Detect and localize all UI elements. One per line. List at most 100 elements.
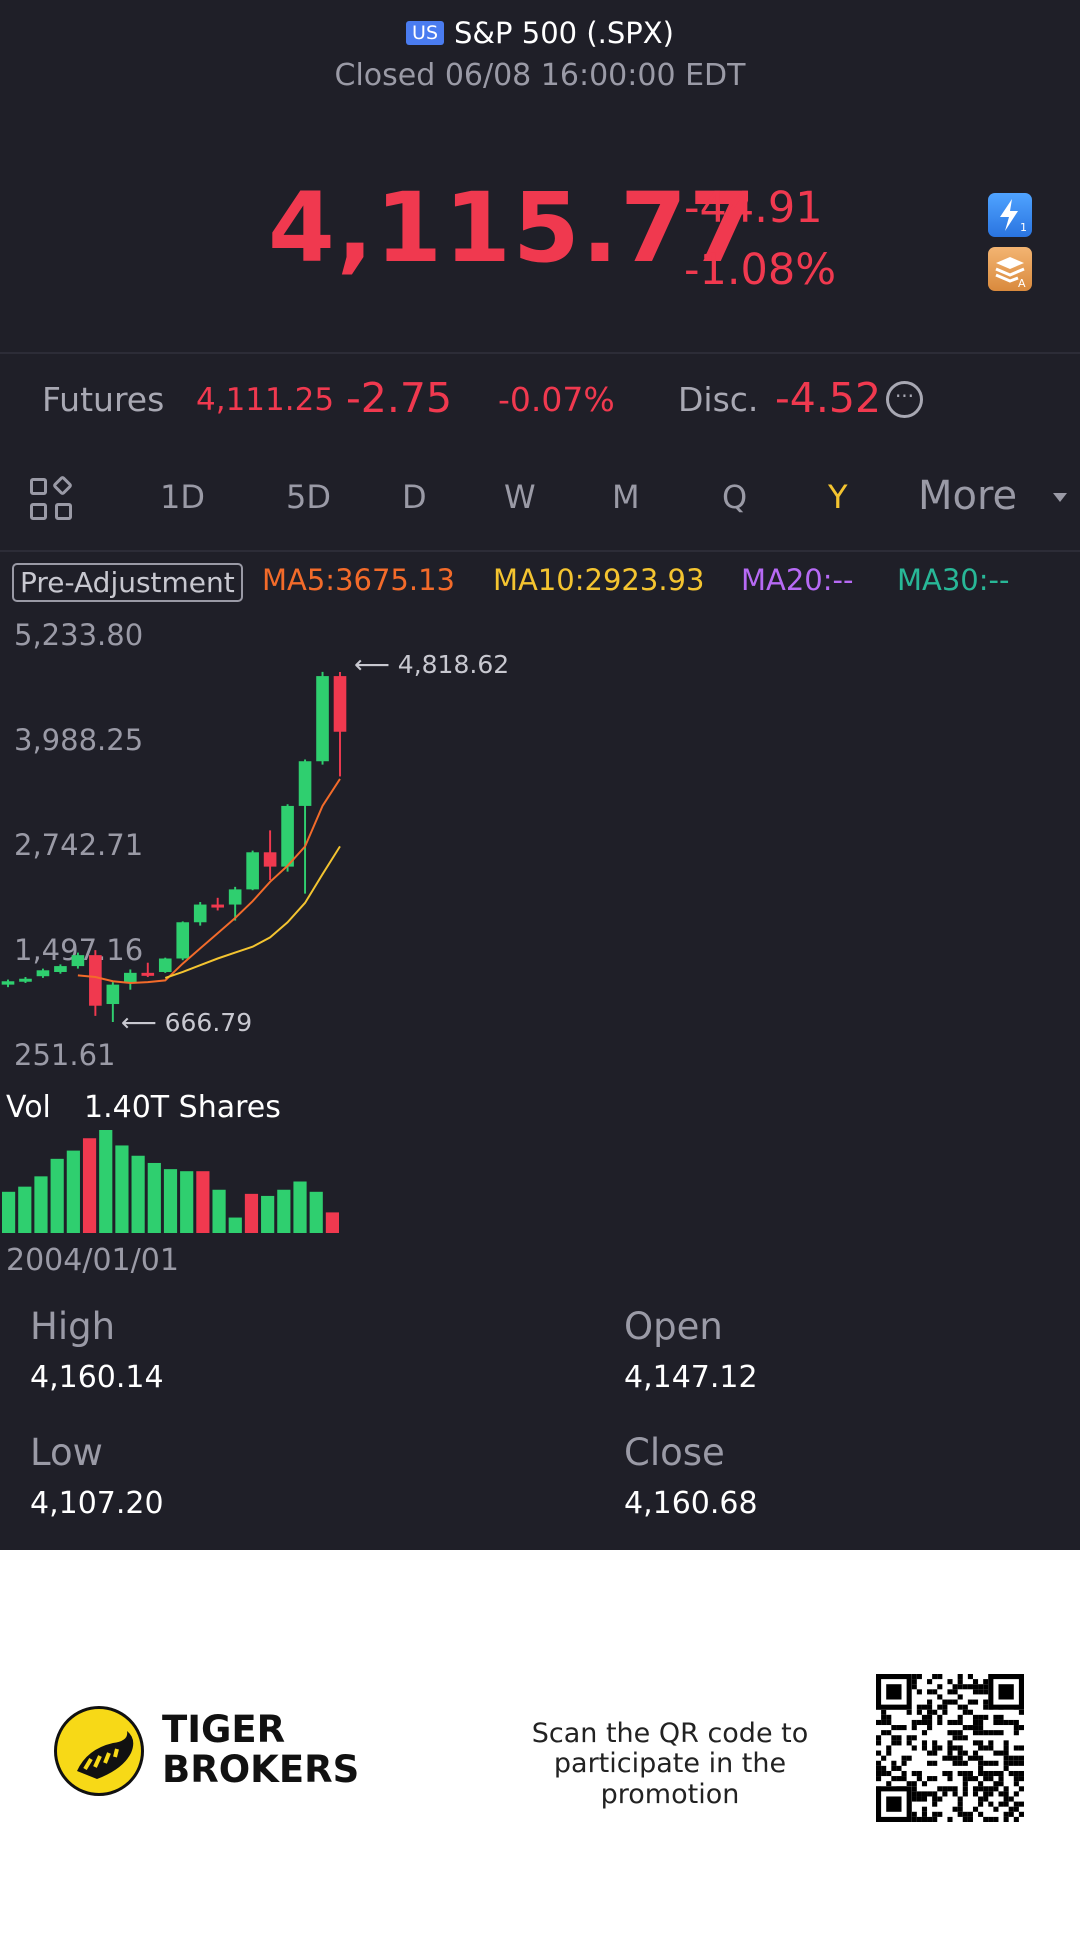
high-marker: ⟵ 4,818.62: [354, 650, 509, 679]
ma5-line: [77, 778, 341, 984]
volume-label: Vol: [6, 1090, 51, 1125]
market-badge: US: [406, 21, 445, 45]
price-change-percent: -1.08%: [684, 245, 837, 295]
close-label: Close: [624, 1431, 725, 1474]
volume-bar: [34, 1176, 48, 1233]
stock-name: S&P 500 (.SPX): [454, 16, 674, 50]
futures-change-percent: -0.07%: [498, 380, 615, 419]
close-value: 4,160.68: [624, 1486, 758, 1521]
candle-body: [124, 972, 137, 983]
futures-label: Futures: [42, 380, 165, 419]
candle-body: [71, 955, 85, 967]
volume-bar: [99, 1130, 113, 1233]
candle-body: [158, 958, 172, 972]
candle-body: [1, 981, 15, 985]
volume-bar: [163, 1169, 178, 1233]
market-status: Closed 06/08 16:00:00 EDT: [334, 58, 746, 93]
divider: [0, 550, 1080, 552]
tab-y[interactable]: Y: [828, 478, 848, 516]
candle-body: [36, 970, 50, 977]
ma10-value: MA10:2923.93: [493, 563, 705, 597]
candle-body: [89, 955, 102, 1006]
flash-icon[interactable]: 1: [988, 193, 1032, 237]
candle-body: [316, 676, 329, 762]
pre-adjustment-button[interactable]: Pre-Adjustment: [12, 563, 243, 602]
tab-1d[interactable]: 1D: [160, 478, 205, 516]
volume-bar: [180, 1171, 194, 1233]
volume-bar: [147, 1162, 161, 1233]
layers-icon[interactable]: A: [988, 247, 1032, 291]
candle-body: [176, 922, 190, 959]
volume-bar: [325, 1212, 339, 1233]
high-value: 4,160.14: [30, 1360, 164, 1395]
last-price: 4,115.77: [268, 172, 758, 284]
stock-title: US S&P 500 (.SPX): [0, 16, 1080, 50]
volume-value: 1.40T Shares: [84, 1090, 281, 1125]
y-tick-label: 251.61: [14, 1038, 116, 1072]
futures-value: 4,111.25: [196, 382, 335, 418]
grid-icon[interactable]: [30, 474, 74, 522]
tab-q[interactable]: Q: [722, 478, 748, 516]
candle-body: [228, 889, 242, 905]
ma30-value: MA30:--: [897, 563, 1010, 597]
futures-change: -2.75: [346, 374, 453, 422]
volume-bar: [115, 1145, 129, 1233]
candle-body: [54, 966, 67, 972]
discount-value: -4.52: [775, 374, 882, 422]
candlestick-chart[interactable]: [0, 600, 1080, 1320]
tab-5d[interactable]: 5D: [286, 478, 331, 516]
ma10-line: [164, 845, 341, 979]
brand-name-line1: TIGER: [162, 1708, 286, 1751]
candle-body: [19, 978, 32, 982]
candle-body: [193, 904, 207, 923]
svg-text:A: A: [1018, 277, 1026, 290]
ma20-value: MA20:--: [741, 563, 854, 597]
candle-body: [211, 904, 224, 908]
tiger-logo-icon: [54, 1706, 144, 1796]
x-start-date: 2004/01/01: [6, 1243, 179, 1278]
volume-bar: [50, 1158, 64, 1233]
y-tick-label: 2,742.71: [14, 828, 144, 862]
volume-bar: [2, 1191, 16, 1233]
more-options-icon[interactable]: ···: [886, 381, 923, 418]
low-marker-arrow-icon: ⟵: [120, 1008, 165, 1037]
quote-panel: [0, 0, 1080, 1550]
candle-body: [141, 972, 155, 976]
volume-bar: [212, 1189, 226, 1233]
price-change: -44.91: [684, 183, 823, 233]
discount-label: Disc.: [678, 380, 759, 419]
volume-bar: [277, 1189, 291, 1233]
volume-bar: [261, 1195, 275, 1233]
candle-body: [106, 984, 120, 1005]
low-label: Low: [30, 1431, 103, 1474]
volume-bar: [309, 1191, 323, 1233]
svg-text:1: 1: [1020, 221, 1027, 234]
high-marker-arrow-icon: ⟵: [354, 649, 398, 679]
brand-name-line2: BROKERS: [162, 1748, 360, 1791]
candle-body: [263, 852, 277, 867]
volume-bar: [66, 1150, 80, 1233]
ma5-value: MA5:3675.13: [262, 563, 456, 597]
tab-w[interactable]: W: [504, 478, 536, 516]
volume-bar: [244, 1193, 259, 1233]
promo-text-line2: participate in the promotion: [553, 1748, 787, 1810]
volume-bar: [196, 1171, 210, 1233]
low-value: 4,107.20: [30, 1486, 164, 1521]
tab-m[interactable]: M: [612, 478, 640, 516]
open-label: Open: [624, 1305, 723, 1348]
y-tick-label: 3,988.25: [14, 723, 144, 757]
open-value: 4,147.12: [624, 1360, 758, 1395]
chevron-down-icon[interactable]: [1053, 493, 1067, 502]
volume-bar: [82, 1138, 97, 1233]
divider: [0, 352, 1080, 354]
candle-body: [281, 805, 294, 867]
volume-bar: [228, 1217, 242, 1233]
tab-d[interactable]: D: [402, 478, 427, 516]
qr-code-icon[interactable]: [876, 1674, 1024, 1822]
candle-body: [246, 852, 259, 890]
low-marker: ⟵ 666.79: [121, 1008, 252, 1037]
high-marker-label: 4,818.62: [397, 649, 510, 679]
more-tab[interactable]: More: [918, 473, 1018, 519]
high-label: High: [30, 1305, 116, 1348]
low-marker-label: 666.79: [164, 1008, 253, 1037]
